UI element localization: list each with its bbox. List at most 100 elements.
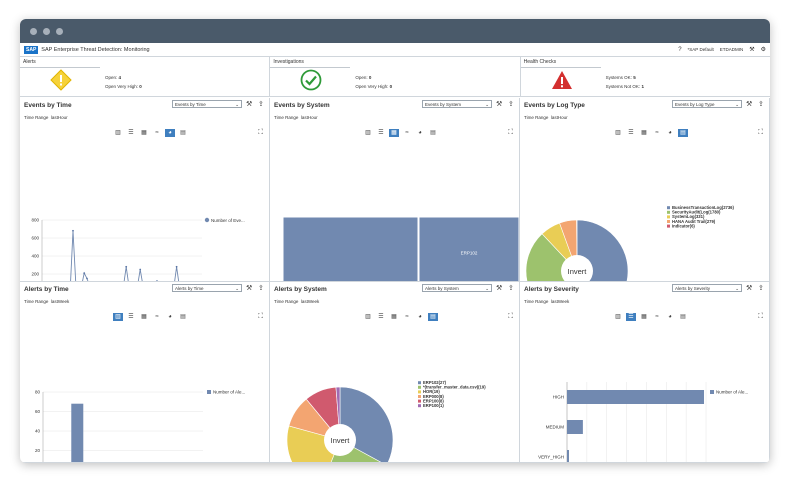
chevron-down-icon: ⌄ <box>485 102 489 107</box>
treemap-icon[interactable]: ▦ <box>641 314 647 320</box>
panel-alerts-severity: Alerts by Severity Alerts by Severity ⌄ ⚒ ⇪ T… <box>520 282 770 463</box>
chart-type-toolbar: ▥ ☰ ▦ ≈ ◕ ▤ <box>363 129 438 137</box>
legend-swatch <box>418 381 421 385</box>
share-icon[interactable]: ⇪ <box>758 285 764 292</box>
chart-type-select[interactable]: Events by Log Type ⌄ <box>672 100 742 108</box>
share-icon[interactable]: ⇪ <box>258 101 264 108</box>
dashboard-grid: Events by Time Events by Time ⌄ ⚒ ⇪ Time Rang… <box>20 98 770 463</box>
pie-chart-icon[interactable]: ◕ <box>168 314 172 320</box>
check-circle-icon <box>300 69 322 91</box>
alerts-summary[interactable]: Alerts Open: 4 Open Very High: 0 <box>20 57 271 96</box>
table-icon[interactable]: ▤ <box>180 314 186 320</box>
expand-icon[interactable]: ⛶ <box>258 313 263 320</box>
pie-chart-icon[interactable]: ◕ <box>418 314 422 320</box>
horizontal-bar-icon[interactable]: ☰ <box>378 314 384 320</box>
table-icon[interactable]: ▤ <box>180 130 186 136</box>
treemap-icon[interactable]: ▦ <box>141 314 147 320</box>
bar-chart-icon[interactable]: ▥ <box>615 314 621 320</box>
wrench-icon[interactable]: ⚒ <box>496 101 503 108</box>
time-range: Time Range lastHour <box>24 115 68 120</box>
help-icon[interactable]: ? <box>678 46 682 53</box>
time-range-value: lastHour <box>550 115 568 120</box>
table-icon[interactable]: ▤ <box>430 130 436 136</box>
bar-chart-icon[interactable]: ▥ <box>615 130 621 136</box>
pie-chart-icon[interactable]: ◕ <box>418 130 422 136</box>
line-chart-icon[interactable]: ≈ <box>655 130 659 136</box>
horizontal-bar-icon[interactable]: ☰ <box>128 130 134 136</box>
expand-icon[interactable]: ⛶ <box>508 313 513 320</box>
treemap-icon[interactable]: ▦ <box>641 130 647 136</box>
wrench-icon[interactable]: ⚒ <box>746 101 753 108</box>
treemap-icon[interactable]: ▦ <box>389 129 399 137</box>
expand-icon[interactable]: ⛶ <box>758 313 763 320</box>
horizontal-bar-icon[interactable]: ☰ <box>378 130 384 136</box>
legend-swatch <box>667 220 670 223</box>
chart-area: Invert ERP102(27)*(transfer_master_data.c… <box>286 380 486 462</box>
table-icon[interactable]: ▤ <box>678 129 688 137</box>
wrench-icon[interactable]: ⚒ <box>749 47 755 53</box>
chevron-down-icon: ⌄ <box>735 102 739 107</box>
wrench-icon[interactable]: ⚒ <box>746 285 753 292</box>
table-icon[interactable]: ▤ <box>680 314 686 320</box>
line-chart-icon[interactable]: ≈ <box>405 130 409 136</box>
horizontal-bar-icon[interactable]: ☰ <box>128 314 134 320</box>
expand-icon[interactable]: ⛶ <box>758 129 763 136</box>
bar-chart-icon[interactable]: ▥ <box>113 313 123 321</box>
window-maximize-dot[interactable] <box>56 27 63 35</box>
chart-type-toolbar: ▥ ☰ ▦ ≈ ◕ ▤ <box>363 313 438 321</box>
bar-chart-icon[interactable]: ▥ <box>365 314 371 320</box>
legend-swatch <box>667 224 670 228</box>
pie-chart-icon[interactable]: ◕ <box>165 129 175 137</box>
chart-type-select[interactable]: Alerts by Severity ⌄ <box>672 284 742 292</box>
window-close-dot[interactable] <box>30 27 37 35</box>
expand-icon[interactable]: ⛶ <box>258 129 263 136</box>
legend-swatch <box>418 395 421 398</box>
time-range: Time Range lastHour <box>524 115 568 120</box>
bar-chart-icon[interactable]: ▥ <box>365 130 371 136</box>
bar-chart-icon[interactable]: ▥ <box>115 130 121 136</box>
panel-title: Alerts by System <box>274 286 327 293</box>
panel-title: Events by System <box>274 102 330 109</box>
bar <box>71 403 84 462</box>
chevron-down-icon: ⌄ <box>235 102 239 107</box>
line-chart-icon[interactable]: ≈ <box>155 130 159 136</box>
series-line <box>70 230 180 281</box>
bar <box>117 462 129 463</box>
data-point <box>125 265 128 268</box>
treemap-icon[interactable]: ▦ <box>391 314 397 320</box>
pie-chart-icon[interactable]: ◕ <box>668 314 672 320</box>
wrench-icon[interactable]: ⚒ <box>246 101 253 108</box>
table-icon[interactable]: ▤ <box>428 313 438 321</box>
share-icon[interactable]: ⇪ <box>508 101 514 108</box>
horizontal-bar-icon[interactable]: ☰ <box>626 313 636 321</box>
expand-icon[interactable]: ⛶ <box>508 129 513 136</box>
line-chart-icon[interactable]: ≈ <box>155 314 159 320</box>
panel-events-time: Events by Time Events by Time ⌄ ⚒ ⇪ Time Rang… <box>20 98 270 282</box>
legend-swatch <box>418 404 421 408</box>
chart-type-select[interactable]: Events by Time ⌄ <box>172 100 242 108</box>
share-icon[interactable]: ⇪ <box>508 285 514 292</box>
alerts-summary-text: Open: 4 Open Very High: 0 <box>105 75 142 89</box>
gear-icon[interactable]: ⚙ <box>760 47 766 53</box>
user-name[interactable]: ETDADMIN <box>719 47 744 52</box>
treemap-icon[interactable]: ▦ <box>141 130 147 136</box>
chart-type-select[interactable]: Events by System ⌄ <box>422 100 492 108</box>
health-checks-summary[interactable]: Health Checks Systems OK: 5 Systems Not … <box>520 57 770 96</box>
window-minimize-dot[interactable] <box>43 27 50 35</box>
legend-label: Indicator(6) <box>672 223 695 228</box>
line-chart-icon[interactable]: ≈ <box>655 314 659 320</box>
y-tick-label: 800 <box>31 218 39 223</box>
wrench-icon[interactable]: ⚒ <box>496 285 503 292</box>
investigations-summary[interactable]: Investigations Open: 0 Open Very High: 0 <box>270 57 521 96</box>
pie-chart-icon[interactable]: ◕ <box>668 130 672 136</box>
share-icon[interactable]: ⇪ <box>758 101 764 108</box>
line-chart-icon[interactable]: ≈ <box>405 314 409 320</box>
chart-type-select[interactable]: Alerts by Time ⌄ <box>172 284 242 292</box>
y-tick-label: 400 <box>31 254 39 259</box>
time-range-value: lastWeek <box>300 299 320 304</box>
share-icon[interactable]: ⇪ <box>258 285 264 292</box>
wrench-icon[interactable]: ⚒ <box>246 285 253 292</box>
horizontal-bar-icon[interactable]: ☰ <box>628 130 634 136</box>
chart-type-select[interactable]: Alerts by System ⌄ <box>422 284 492 292</box>
user-default-menu[interactable]: *SAP Default <box>687 47 714 52</box>
